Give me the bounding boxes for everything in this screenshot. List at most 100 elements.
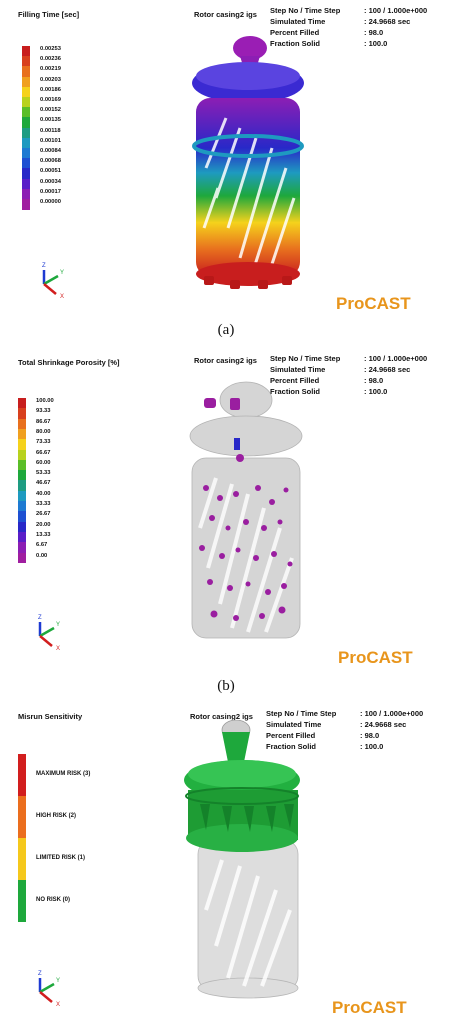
legend-swatch xyxy=(18,459,26,471)
legend-tick-label: 0.00253 xyxy=(40,46,61,52)
legend-tick-label: 0.00000 xyxy=(40,199,61,205)
legend-tick-label: 86.67 xyxy=(36,418,51,425)
legend-tick-label: 0.00152 xyxy=(40,107,61,114)
legend-tick-label: 0.00203 xyxy=(40,76,61,83)
legend-tick-label: 26.67 xyxy=(36,511,51,518)
axis-triad: Z Y X xyxy=(38,615,60,650)
legend-tick-label: 73.33 xyxy=(36,439,51,446)
legend-swatch xyxy=(22,76,30,88)
legend-tick-label: 6.67 xyxy=(36,542,48,549)
info-value: : 24.9668 sec xyxy=(360,720,407,729)
info-block: Step No / Time Step : 100 / 1.000e+000 Si… xyxy=(270,5,427,49)
procast-logo: ProCAST xyxy=(338,648,413,667)
legend-swatch xyxy=(18,542,26,553)
info-label: Simulated Time xyxy=(270,17,326,26)
axis-label-z: Z xyxy=(42,263,46,269)
info-value: : 24.9668 sec xyxy=(364,365,411,374)
info-label: Percent Filled xyxy=(270,28,320,37)
legend-tick-label: 60.00 xyxy=(36,459,51,466)
legend-swatch xyxy=(18,398,26,409)
legend-swatch xyxy=(18,521,26,533)
legend-swatch xyxy=(18,408,26,420)
info-label: Percent Filled xyxy=(266,731,316,740)
legend-swatch xyxy=(18,470,26,481)
legend-tick-label: 0.00186 xyxy=(40,86,61,93)
info-label: Fraction Solid xyxy=(266,742,317,751)
procast-logo: ProCAST xyxy=(336,294,411,313)
legend-swatch xyxy=(22,148,30,159)
legend-tick-label: 40.00 xyxy=(36,490,51,497)
legend-swatch xyxy=(22,158,30,169)
info-value: : 100.0 xyxy=(360,742,384,751)
casting-model-misrun xyxy=(184,720,300,999)
info-label: Step No / Time Step xyxy=(270,6,341,15)
casting-model-porosity xyxy=(189,381,303,639)
legend-tick-label: 0.00118 xyxy=(40,127,61,134)
procast-logo: ProCAST xyxy=(332,998,407,1017)
legend-tick-label: 0.00034 xyxy=(40,178,61,185)
info-label: Fraction Solid xyxy=(270,387,321,396)
axis-label-z: Z xyxy=(38,615,42,621)
legend-tick-label: 20.00 xyxy=(36,521,51,528)
axis-label-y: Y xyxy=(56,622,60,628)
risk-swatch xyxy=(18,880,26,922)
axis-triad: Z Y X xyxy=(42,263,64,298)
legend-tick-label: 0.00051 xyxy=(40,168,61,175)
model-name: Rotor casing2 igs xyxy=(190,712,253,721)
risk-swatch xyxy=(18,754,26,796)
legend-tick-label: 0.00017 xyxy=(40,188,61,195)
info-value: : 100 / 1.000e+000 xyxy=(364,354,428,363)
legend-swatch xyxy=(22,117,30,129)
info-block: Step No / Time Step : 100 / 1.000e+000 Si… xyxy=(266,708,423,752)
info-label: Step No / Time Step xyxy=(270,354,341,363)
legend-swatch xyxy=(22,97,30,108)
axis-label-x: X xyxy=(56,646,60,650)
risk-label: LIMITED RISK (1) xyxy=(36,855,85,861)
legend-swatch xyxy=(22,188,30,200)
legend-swatch xyxy=(18,501,26,512)
info-value: : 100.0 xyxy=(364,39,388,48)
legend-swatch xyxy=(22,66,30,78)
legend-tick-label: 53.33 xyxy=(36,470,51,477)
axis-label-y: Y xyxy=(60,270,64,276)
legend-swatch xyxy=(18,418,26,430)
legend-tick-label: 13.33 xyxy=(36,531,51,538)
panel-misrun-sensitivity: Misrun Sensitivity Rotor casing2 igs Ste… xyxy=(0,700,452,1024)
info-label: Step No / Time Step xyxy=(266,709,337,718)
legend-swatch xyxy=(22,127,30,139)
axis-label-x: X xyxy=(56,1002,60,1006)
casting-model-filling xyxy=(192,36,304,289)
info-label: Percent Filled xyxy=(270,376,320,385)
legend-tick-label: 0.00084 xyxy=(40,148,61,154)
info-value: : 98.0 xyxy=(364,28,384,37)
info-value: : 100.0 xyxy=(364,387,388,396)
info-value: : 100 / 1.000e+000 xyxy=(364,6,428,15)
info-label: Fraction Solid xyxy=(270,39,321,48)
legend-swatch xyxy=(22,137,30,149)
axis-label-z: Z xyxy=(38,971,42,977)
panel-title: Filling Time [sec] xyxy=(18,10,80,19)
legend-swatch xyxy=(22,178,30,190)
risk-label: MAXIMUM RISK (3) xyxy=(36,771,91,777)
risk-swatch xyxy=(18,796,26,838)
legend-tick-label: 33.33 xyxy=(36,501,51,507)
info-value: : 100 / 1.000e+000 xyxy=(360,709,424,718)
model-name: Rotor casing2 igs xyxy=(194,356,257,365)
legend-swatch xyxy=(18,449,26,461)
panel-title: Misrun Sensitivity xyxy=(18,712,83,721)
risk-label: NO RISK (0) xyxy=(36,897,71,903)
axis-label-x: X xyxy=(60,294,64,298)
legend-swatch xyxy=(22,56,30,67)
legend-tick-label: 0.00068 xyxy=(40,158,61,165)
info-label: Simulated Time xyxy=(270,365,326,374)
legend-swatch xyxy=(22,199,30,210)
legend-tick-label: 66.67 xyxy=(36,449,51,456)
legend-tick-label: 0.00135 xyxy=(40,117,61,124)
panel-filling-time: Filling Time [sec] Rotor casing2 igs Ste… xyxy=(0,0,452,330)
model-name: Rotor casing2 igs xyxy=(194,10,257,19)
legend-tick-label: 100.00 xyxy=(36,398,54,404)
legend-tick-label: 93.33 xyxy=(36,408,51,415)
info-label: Simulated Time xyxy=(266,720,322,729)
legend-swatch xyxy=(18,439,26,450)
info-value: : 24.9668 sec xyxy=(364,17,411,26)
